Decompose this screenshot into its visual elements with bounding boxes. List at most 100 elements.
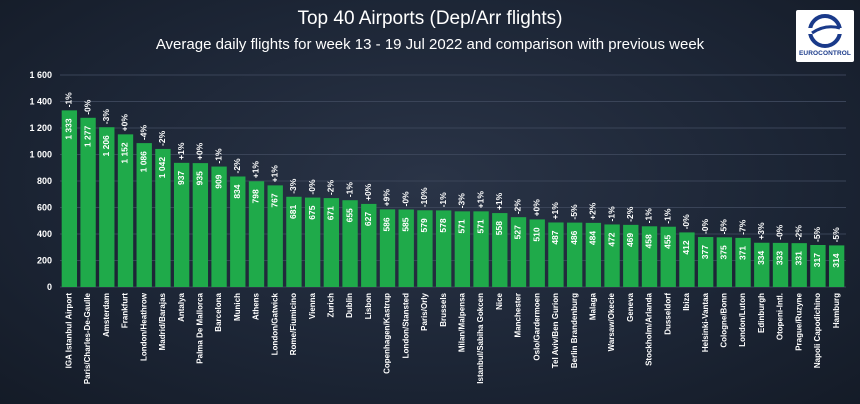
bar-change-label: -0% bbox=[400, 191, 410, 207]
bar bbox=[398, 209, 414, 287]
bar bbox=[697, 237, 714, 287]
eurocontrol-logo: EUROCONTROL bbox=[796, 10, 854, 62]
eurocontrol-mark-icon bbox=[808, 14, 842, 48]
x-tick-label: Napoli Capodichino bbox=[813, 293, 822, 368]
bar-value-label: 585 bbox=[400, 217, 410, 231]
bar-change-label: -4% bbox=[138, 125, 148, 141]
x-tick-label: Manchester bbox=[514, 293, 523, 337]
bar-change-label: -3% bbox=[101, 109, 111, 125]
bar bbox=[810, 244, 826, 287]
bar-change-label: -2% bbox=[513, 199, 523, 215]
bar bbox=[754, 242, 770, 287]
bar-value-label: 655 bbox=[344, 208, 354, 222]
bar-change-label: +1% bbox=[251, 161, 261, 179]
x-tick-label: Cologne/Bonn bbox=[719, 293, 728, 348]
bar-change-label: +9% bbox=[382, 189, 392, 207]
x-tick-label: Antalya bbox=[177, 292, 186, 321]
y-tick-label: 400 bbox=[37, 229, 52, 239]
bar-value-label: 331 bbox=[793, 251, 803, 265]
y-tick-label: 200 bbox=[37, 256, 52, 266]
bar-change-label: -1% bbox=[438, 192, 448, 208]
bar bbox=[716, 237, 733, 287]
bar bbox=[735, 237, 751, 287]
x-tick-label: London/Luton bbox=[738, 293, 747, 347]
bar-change-label: -1% bbox=[662, 208, 672, 224]
bar bbox=[566, 222, 583, 287]
y-tick-label: 0 bbox=[47, 282, 52, 292]
x-tick-label: Palma De Mallorca bbox=[195, 292, 204, 363]
bar-change-label: -3% bbox=[288, 178, 298, 194]
x-tick-label: Lisbon bbox=[364, 293, 373, 319]
x-tick-label: London/Gatwick bbox=[270, 292, 279, 355]
x-tick-label: Hamburg bbox=[832, 293, 841, 328]
bar-change-label: -0% bbox=[700, 218, 710, 234]
bar-value-label: 484 bbox=[588, 231, 598, 245]
bar-change-label: +0% bbox=[195, 142, 205, 160]
bar-value-label: 675 bbox=[307, 205, 317, 219]
x-tick-label: Brussels bbox=[439, 292, 448, 326]
bar-value-label: 334 bbox=[756, 250, 766, 264]
bar bbox=[230, 176, 246, 287]
bar-change-label: -7% bbox=[737, 219, 747, 235]
x-tick-label: Berlin Brandenburg bbox=[570, 293, 579, 368]
bar-change-label: -3% bbox=[457, 193, 467, 209]
x-tick-label: Edinburgh bbox=[757, 293, 766, 333]
y-tick-label: 1 000 bbox=[29, 150, 52, 160]
bar bbox=[641, 226, 658, 287]
bar-change-label: -2% bbox=[326, 180, 336, 196]
y-tick-label: 1 600 bbox=[29, 70, 52, 80]
bar-value-label: 486 bbox=[569, 230, 579, 244]
bar-value-label: 314 bbox=[831, 253, 841, 267]
bar bbox=[585, 222, 602, 287]
bar bbox=[379, 209, 396, 287]
bar bbox=[454, 211, 471, 287]
bar-change-label: +0% bbox=[363, 183, 373, 201]
bar-change-label: +0% bbox=[120, 114, 130, 132]
bar-change-label: +1% bbox=[176, 142, 186, 160]
bar-value-label: 333 bbox=[775, 251, 785, 265]
bar-value-label: 578 bbox=[438, 218, 448, 232]
bar bbox=[604, 224, 620, 287]
x-tick-label: Zurich bbox=[326, 293, 335, 318]
bar bbox=[267, 185, 283, 287]
bar bbox=[99, 127, 115, 287]
bar-change-label: -1% bbox=[344, 182, 354, 198]
x-tick-label: IGA Istanbul Airport bbox=[64, 293, 73, 369]
bar bbox=[155, 148, 171, 287]
x-tick-label: Madrid/Barajas bbox=[158, 292, 167, 350]
bar bbox=[323, 198, 340, 287]
y-tick-label: 600 bbox=[37, 203, 52, 213]
bar-change-label: -5% bbox=[569, 204, 579, 220]
x-tick-label: Vienna bbox=[308, 292, 317, 319]
bar bbox=[173, 162, 190, 287]
bar bbox=[623, 224, 639, 287]
x-tick-label: Prague/Ruzyne bbox=[794, 292, 803, 350]
x-tick-label: Rome/Fiumicino bbox=[289, 293, 298, 355]
bar bbox=[772, 242, 789, 287]
bar-change-label: +1% bbox=[550, 202, 560, 220]
x-tick-label: London/Heathrow bbox=[139, 292, 148, 361]
x-tick-label: Amsterdam bbox=[102, 293, 111, 337]
bar-change-label: +1% bbox=[269, 165, 279, 183]
bar-change-label: -2% bbox=[232, 158, 242, 174]
x-tick-label: Paris/Orly bbox=[420, 292, 429, 330]
bar bbox=[660, 226, 676, 287]
x-axis-labels: IGA Istanbul Airport Paris/Charles-De-Gau… bbox=[64, 292, 840, 384]
bar-value-label: 558 bbox=[494, 221, 504, 235]
bar-change-label: -5% bbox=[719, 219, 729, 235]
gridlines bbox=[60, 74, 846, 288]
bar bbox=[117, 134, 134, 287]
bar-value-label: 798 bbox=[251, 189, 261, 203]
logo-text: EUROCONTROL bbox=[798, 50, 851, 57]
bar bbox=[342, 200, 358, 287]
bar bbox=[417, 210, 433, 287]
bar bbox=[248, 181, 265, 287]
bar-change-label: -0% bbox=[307, 179, 317, 195]
x-tick-label: Copenhagen/Kastrup bbox=[383, 293, 392, 374]
bar-value-label: 681 bbox=[288, 205, 298, 219]
bar-change-label: -0% bbox=[82, 99, 92, 115]
bar-value-label: 1 086 bbox=[138, 151, 148, 173]
bar-change-label: -0% bbox=[775, 224, 785, 240]
x-tick-label: Warsaw/Okecie bbox=[607, 292, 616, 351]
